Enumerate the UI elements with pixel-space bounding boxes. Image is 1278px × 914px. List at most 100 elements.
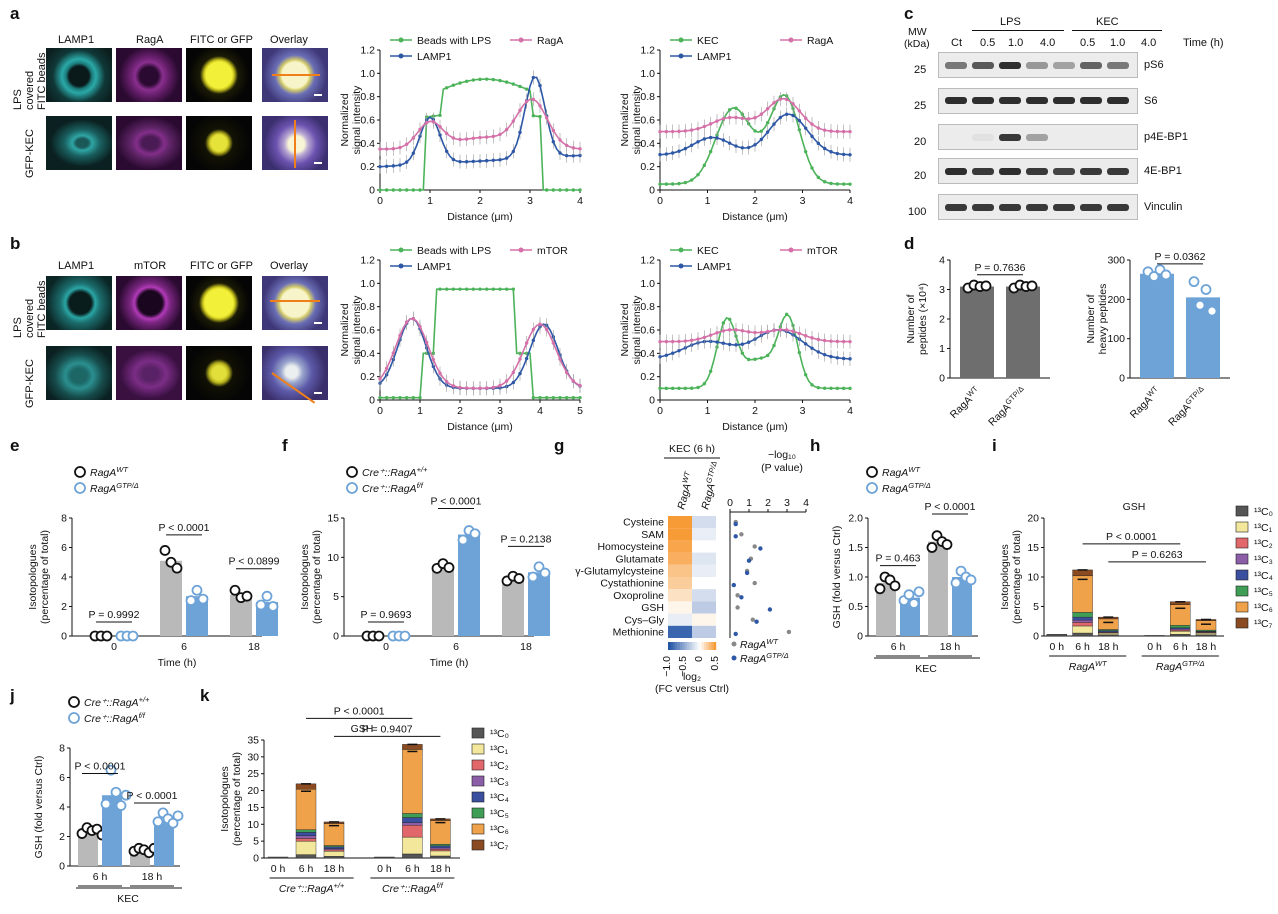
legend-marker: [68, 712, 80, 724]
series-point: [491, 287, 496, 291]
data-point: [172, 810, 184, 822]
y-tick-label: 2: [61, 601, 67, 613]
legend-label: LAMP1: [417, 51, 452, 63]
dot-tick-label: 2: [765, 497, 771, 509]
stack-segment: [295, 783, 317, 790]
data-point: [539, 567, 551, 579]
series-point: [524, 356, 529, 361]
series-point: [835, 339, 840, 344]
y-tick-label: 0: [857, 631, 863, 643]
series-point: [734, 343, 738, 347]
x-category-label: 6 h: [93, 871, 108, 883]
blot-s6: [938, 88, 1138, 114]
heatmap-cell: [692, 577, 716, 590]
blot-mw: 20: [914, 170, 927, 182]
y-tick-label: 0: [369, 185, 375, 197]
dot-tick-label: 1: [746, 497, 752, 509]
data-point: [965, 574, 977, 586]
x-category-label: 6: [453, 641, 459, 653]
series-point: [708, 122, 713, 126]
data-point: [980, 280, 992, 292]
x-category-label: 0 h: [377, 863, 392, 875]
series-point: [708, 333, 713, 337]
series-point: [753, 129, 757, 133]
series-point: [658, 339, 662, 344]
blot-band: [1053, 204, 1075, 211]
series-point: [822, 386, 827, 390]
blot-label: Vinculin: [1144, 201, 1183, 213]
stack-segment: [323, 851, 345, 857]
series-point: [822, 128, 827, 132]
colorscale-step: [706, 642, 709, 650]
series-point: [740, 342, 745, 346]
series-point: [829, 129, 833, 133]
stack-segment: [1144, 635, 1165, 637]
legend-swatch: [471, 807, 485, 819]
series-point: [384, 395, 389, 400]
chart-title: GSH: [1123, 501, 1146, 513]
series-point: [511, 149, 516, 154]
series-point: [835, 356, 840, 360]
panel-label-c: c: [904, 4, 914, 23]
y-tick-label: 15: [247, 802, 259, 814]
b-image-lamp1-beads: [46, 276, 112, 330]
series-point: [765, 106, 770, 111]
p-value: P < 0.0001: [159, 522, 210, 534]
series-point: [841, 152, 846, 157]
series-point: [753, 116, 757, 120]
series-point: [734, 115, 738, 120]
series-point: [378, 377, 382, 381]
stack-segment: [430, 855, 451, 859]
series-point: [765, 121, 770, 125]
b-col-overlay: Overlay: [270, 260, 308, 272]
x-category-label: 18 h: [142, 871, 163, 883]
series-point: [391, 164, 396, 168]
series-point: [696, 172, 700, 177]
y-tick-label: 0: [61, 631, 67, 643]
blot-mw: 25: [914, 100, 927, 112]
a-image-fitc-beads: [186, 48, 252, 102]
y-tick-label: 2.0: [848, 513, 863, 525]
a-image-overlay-kec: [262, 116, 328, 170]
data-point: [105, 764, 117, 776]
series-point: [727, 115, 732, 120]
p-value: P < 0.0001: [1106, 531, 1157, 543]
series-point: [841, 386, 846, 391]
c-lane-kec-40: 4.0: [1141, 37, 1157, 49]
data-point: [1188, 276, 1200, 288]
y-tick-label: 0.2: [640, 371, 655, 383]
series-point: [835, 151, 840, 156]
series-point: [411, 316, 416, 321]
series-point: [772, 343, 776, 348]
stack-segment: [1195, 632, 1217, 636]
series-point: [451, 287, 456, 291]
chart-title: GSH: [351, 723, 374, 735]
series-point: [670, 386, 675, 391]
blot-band: [1026, 62, 1048, 69]
legend-marker: [518, 37, 524, 43]
chart-g-heatmap: KEC (6 h)RagAWTRagAGTP/ΔCysteineSAMHomoc…: [575, 443, 809, 695]
y-tick-label: 4: [61, 572, 67, 584]
series-point: [498, 287, 502, 291]
x-tick-label: 2: [752, 195, 758, 207]
series-point: [689, 128, 694, 132]
b-image-fitc-beads-b: [186, 276, 252, 330]
series-point: [721, 138, 726, 142]
bar: [528, 572, 550, 636]
series-point: [740, 116, 745, 121]
heatmap-cell: [668, 589, 692, 602]
series-point: [398, 163, 402, 167]
y-tick-label: 0.8: [640, 91, 655, 103]
series-point: [578, 383, 582, 388]
dot-gtp: [758, 546, 763, 551]
x-category-label: RagAWT: [1126, 384, 1163, 421]
y-tick-label: 20: [247, 785, 259, 797]
heatmap-cell: [668, 528, 692, 541]
series-point: [677, 348, 681, 353]
stack-segment: [402, 817, 423, 823]
chart-f-isotopologues: 0 5 10 15 Isotopologues (percentage of total)…: [299, 465, 552, 669]
series-point: [511, 82, 516, 86]
data-point: [191, 584, 203, 596]
blot-mw: 25: [914, 64, 927, 76]
data-point: [261, 590, 273, 602]
